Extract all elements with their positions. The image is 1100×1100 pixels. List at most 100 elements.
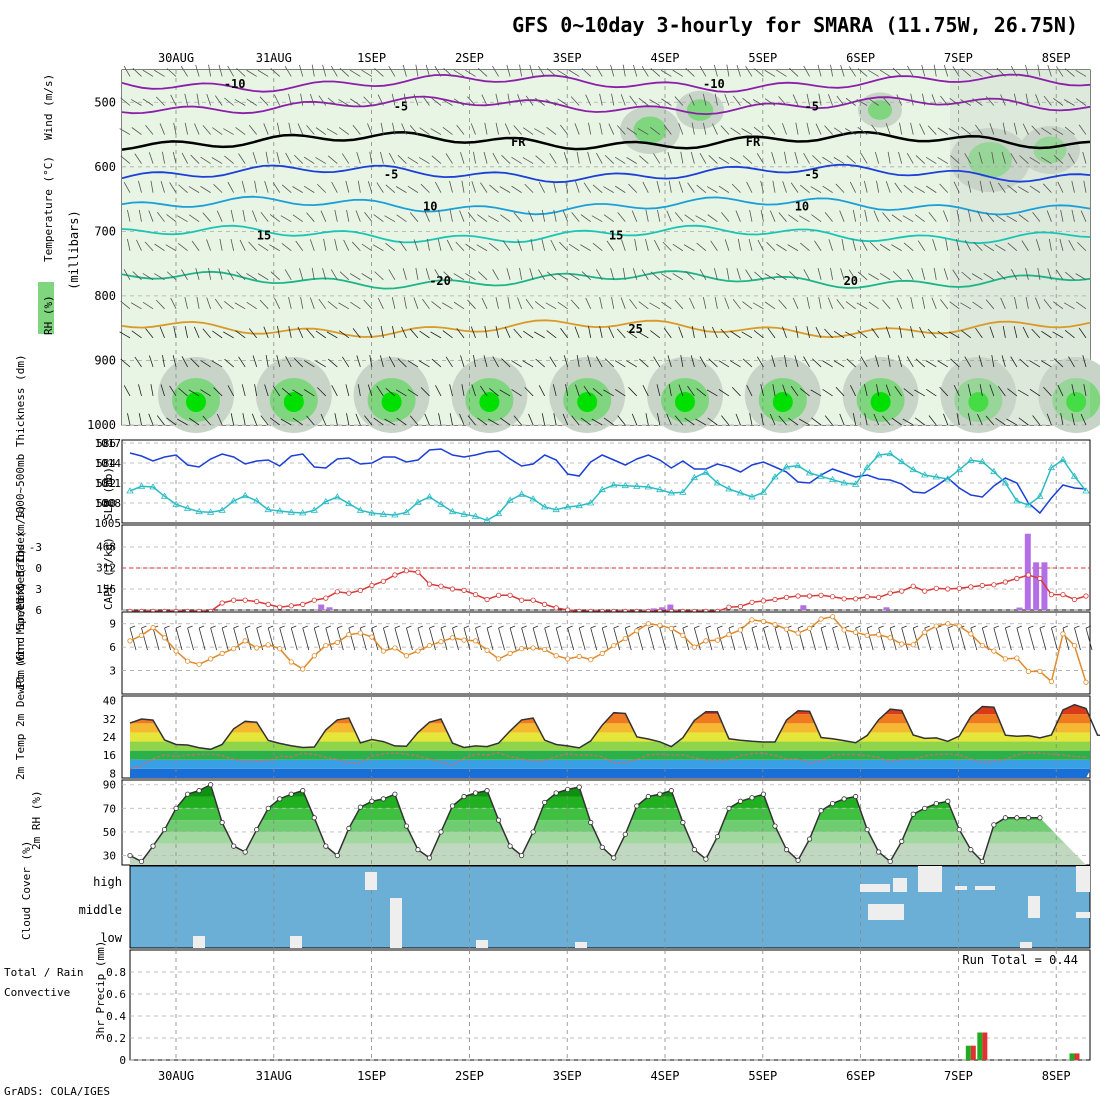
wind-speed-line-point xyxy=(519,646,525,652)
rh-line-point xyxy=(127,852,133,859)
wind-barb xyxy=(626,360,638,368)
wind-barb xyxy=(534,128,545,135)
wind-barb xyxy=(257,273,269,281)
wind-barb xyxy=(706,186,718,193)
wind-barb xyxy=(668,384,672,397)
wind-barb xyxy=(672,243,684,252)
wind-barb xyxy=(1047,268,1052,280)
wind-barb xyxy=(538,181,546,193)
wind-barb xyxy=(142,98,154,106)
isotherm-label: -5 xyxy=(384,167,398,181)
wind-barb xyxy=(1017,186,1029,193)
wind-barb xyxy=(265,355,269,367)
wind-barb xyxy=(1019,358,1029,368)
wind-barb xyxy=(649,99,661,106)
wind-barb xyxy=(402,268,407,280)
wind-barb xyxy=(714,296,718,309)
wind-barb xyxy=(272,182,281,193)
wind-barb xyxy=(599,297,603,309)
wind-barb xyxy=(418,360,430,368)
wind-barb xyxy=(766,241,776,252)
wind-barb xyxy=(674,96,684,106)
wind-barb xyxy=(803,269,810,280)
wind-barb xyxy=(629,95,638,106)
wind-barb xyxy=(1006,215,1018,223)
isotherm-label: FR xyxy=(746,135,761,149)
wind-barb xyxy=(1014,93,1018,106)
wind-barb xyxy=(903,388,914,397)
wind-speed-line-point xyxy=(553,653,559,659)
wind-barb xyxy=(155,299,165,310)
precip-axis-label: 3hr Precip (mm) xyxy=(94,941,107,1040)
wind-barb xyxy=(131,127,142,135)
cape-bar xyxy=(667,604,674,610)
cape-bar xyxy=(318,604,325,610)
surface-wind-barb xyxy=(613,625,619,629)
wind-barb xyxy=(603,214,614,223)
wind-barb xyxy=(355,413,361,426)
wind-barb xyxy=(782,384,787,397)
wind-barb xyxy=(478,271,488,281)
wind-barb xyxy=(1077,242,1087,252)
wind-barb xyxy=(453,98,465,106)
wind-barb xyxy=(764,98,776,106)
rh-shading xyxy=(122,70,1100,433)
wind-barb xyxy=(281,387,292,397)
rh-blob xyxy=(381,392,402,412)
wind-barb xyxy=(495,122,499,135)
wind-barb xyxy=(657,209,661,222)
surface-wind-barb xyxy=(486,627,494,651)
surface-wind-barb xyxy=(371,627,379,651)
wind-barb xyxy=(943,210,949,222)
wind-barb xyxy=(595,356,603,368)
wind-barb xyxy=(943,268,949,280)
pressure-tick-label: 1000 xyxy=(87,418,116,432)
wind-barb xyxy=(1013,122,1018,135)
wind-barb xyxy=(145,124,154,135)
rh-line-point xyxy=(795,857,801,863)
wind-barb xyxy=(914,389,925,397)
rh-line-point xyxy=(380,796,386,802)
wind-speed-line-point xyxy=(1071,642,1078,649)
wind-barb xyxy=(529,268,534,280)
pressure-tick-label: 600 xyxy=(94,160,116,174)
wind-barb xyxy=(134,153,142,164)
wind-barb xyxy=(1053,301,1064,310)
wind-barb xyxy=(822,156,833,164)
wind-barb xyxy=(453,273,465,281)
wind-barb xyxy=(899,325,903,338)
wind-barb xyxy=(453,301,465,310)
surface-wind-barb xyxy=(279,627,287,651)
wind-barb xyxy=(937,127,949,135)
top-date-label: 1SEP xyxy=(357,51,386,65)
wind-barb xyxy=(580,214,591,223)
rh-blob xyxy=(577,392,598,412)
wind-barb xyxy=(864,209,868,222)
wind-speed-line-point xyxy=(127,638,133,644)
wind-barb xyxy=(246,69,257,77)
wind-barb xyxy=(357,384,361,397)
wind-barb xyxy=(1082,355,1087,368)
wind-barb xyxy=(650,68,661,77)
rh-line-point xyxy=(438,829,444,835)
wind-barb xyxy=(431,358,442,368)
wind-barb xyxy=(1025,268,1029,280)
wind-speed-line-point xyxy=(254,645,260,651)
wind-barb xyxy=(650,330,661,339)
wind-barb xyxy=(799,388,810,397)
wind-speed-line-point xyxy=(795,630,801,636)
wind-speed-line-point xyxy=(438,639,444,645)
slp-line-point xyxy=(1047,463,1056,471)
rh-line-point xyxy=(968,847,974,853)
lifted-line-point xyxy=(726,604,732,610)
wind-barb xyxy=(173,326,177,338)
wind-barb xyxy=(991,355,995,367)
wind-barb xyxy=(769,413,776,426)
wind-barb xyxy=(760,180,764,193)
surface-wind-barb xyxy=(440,627,448,651)
bottom-date-label: 5SEP xyxy=(748,1069,777,1083)
wind-barb xyxy=(622,64,626,77)
slp-line-point xyxy=(206,508,215,515)
isotherm-label: -10 xyxy=(703,77,725,91)
